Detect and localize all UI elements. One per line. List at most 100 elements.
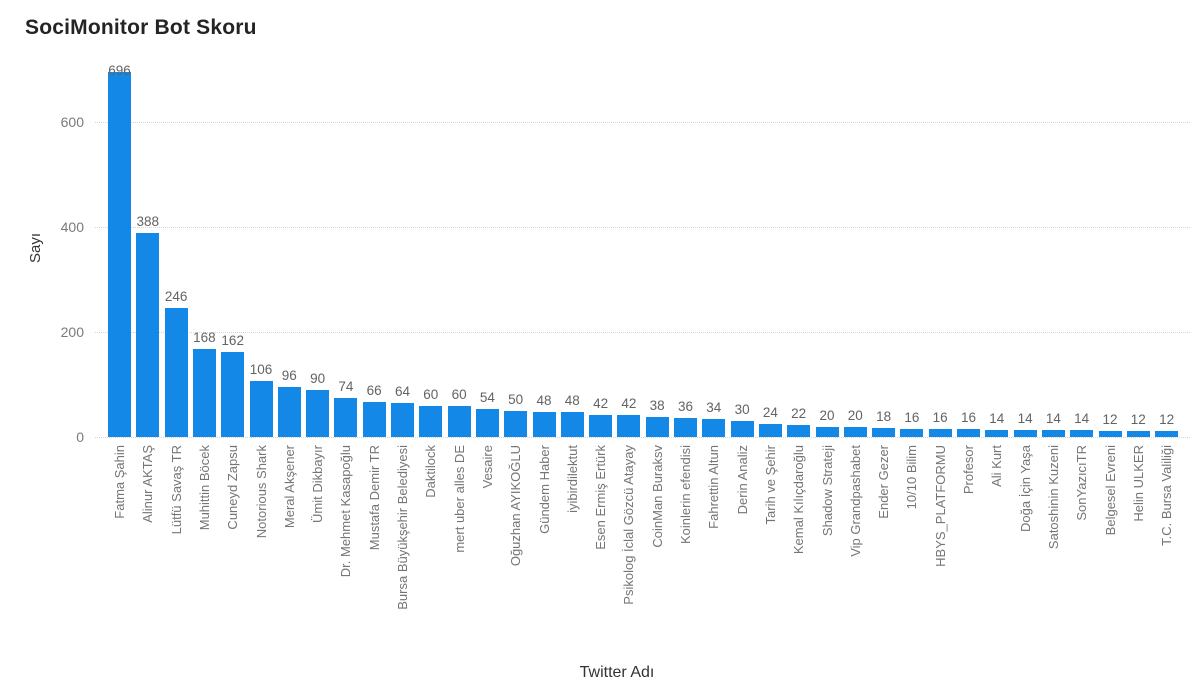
x-category-label[interactable]: Shadow Strateji [819, 445, 835, 537]
bar-value-label: 22 [791, 406, 807, 422]
bar-value-label: 74 [338, 379, 354, 395]
bar-value-label: 16 [932, 409, 948, 425]
x-category-label[interactable]: HBYS_PLATFORMU [932, 445, 948, 567]
bar[interactable] [560, 411, 584, 437]
x-category-label[interactable]: Bursa Büyükşehir Belediyesi [395, 445, 410, 610]
x-category-label[interactable]: iyibirdilektut [564, 445, 580, 513]
x-category-label[interactable]: Satoshinin Kuzeni [1045, 445, 1061, 550]
bar[interactable] [249, 381, 273, 437]
bar-value-label: 12 [1130, 411, 1146, 427]
bar-value-label: 24 [762, 405, 778, 421]
bar[interactable] [504, 410, 528, 437]
bar[interactable] [843, 426, 867, 437]
gridline [95, 332, 1190, 333]
bar[interactable] [674, 418, 697, 437]
x-category-label[interactable]: Mustafa Demir TR [366, 445, 382, 551]
x-category-label[interactable]: Notorious Shark [253, 445, 269, 539]
bar[interactable] [136, 233, 160, 437]
y-tick-label: 200 [60, 324, 84, 340]
bar[interactable] [1098, 430, 1122, 437]
x-category-label[interactable]: mert uber alles DE [451, 445, 467, 553]
x-category-label[interactable]: Vip Grandpashabet [847, 445, 863, 557]
x-category-label[interactable]: Ali Kurt [989, 445, 1005, 487]
x-category-label[interactable]: Oğuzhan AYIKOĞLU [508, 445, 524, 567]
bar[interactable] [957, 428, 980, 437]
bar[interactable] [391, 403, 414, 437]
x-category-label[interactable]: Fahrettin Altun [706, 445, 722, 529]
bar-value-label: 106 [249, 362, 273, 378]
bar[interactable] [362, 402, 386, 437]
bar-value-label: 42 [621, 395, 637, 411]
bar[interactable] [702, 419, 726, 437]
bar-value-label: 162 [221, 332, 244, 348]
bar[interactable] [221, 351, 245, 437]
bar-value-label: 12 [1102, 411, 1118, 427]
bar[interactable] [447, 405, 471, 437]
x-category-label[interactable]: Helin ULKER [1130, 445, 1146, 522]
x-category-label[interactable]: Derin Analiz [734, 445, 750, 515]
gridline [95, 437, 1190, 438]
y-tick-label: 400 [60, 219, 84, 235]
x-category-label[interactable]: Ender Gezer [876, 445, 892, 519]
bar[interactable] [928, 428, 952, 437]
bar[interactable] [1013, 429, 1037, 437]
bar[interactable] [589, 414, 613, 437]
bar[interactable] [645, 417, 669, 437]
x-category-label[interactable]: Tarih ve Şehir [762, 445, 778, 525]
bar-value-label: 48 [564, 392, 580, 408]
x-category-label[interactable]: Profesor [961, 445, 976, 495]
bar[interactable] [277, 386, 301, 437]
bar[interactable] [475, 408, 499, 437]
bar[interactable] [758, 424, 782, 437]
bar-value-label: 54 [479, 389, 495, 405]
x-category-label[interactable]: 10/10 Bilim [904, 445, 920, 510]
bar-value-label: 38 [649, 398, 665, 414]
bar-value-label: 14 [1045, 410, 1061, 426]
x-category-label[interactable]: Lütfü Savaş TR [168, 445, 184, 535]
x-category-label[interactable]: Muhittin Böcek [196, 445, 212, 531]
bar[interactable] [1126, 430, 1150, 437]
x-category-label[interactable]: Dr. Mehmet Kasapoğlu [338, 445, 354, 578]
bar[interactable] [872, 427, 896, 437]
bar[interactable] [532, 411, 556, 437]
bar[interactable] [787, 425, 811, 437]
bar[interactable] [192, 348, 216, 437]
bar[interactable] [419, 405, 443, 437]
x-category-label[interactable]: Psikolog İclal Gözcü Atayay [621, 445, 637, 605]
x-category-label[interactable]: Fatma Şahin [112, 445, 127, 519]
bar[interactable] [815, 426, 839, 437]
bar-value-label: 388 [136, 214, 160, 230]
x-category-label[interactable]: Meral Akşener [281, 445, 297, 529]
x-category-label[interactable]: Vesaire [479, 445, 495, 489]
bar-value-label: 60 [451, 386, 467, 402]
x-category-label[interactable]: Kemal Kılıçdaroğlu [791, 445, 807, 555]
bar[interactable] [306, 389, 330, 437]
bar[interactable] [108, 71, 131, 437]
x-category-label[interactable]: Belgesel Evreni [1102, 445, 1118, 536]
bar[interactable] [164, 307, 188, 437]
bar[interactable] [1155, 430, 1179, 437]
bar-value-label: 20 [819, 407, 835, 423]
bar[interactable] [1041, 429, 1065, 437]
x-category-label[interactable]: Esen Ermiş Ertürk [593, 445, 609, 550]
bar[interactable] [1070, 429, 1094, 437]
x-category-label[interactable]: Alinur AKTAŞ [140, 445, 156, 523]
bar[interactable] [617, 414, 641, 437]
x-category-label[interactable]: Gündem Haber [536, 445, 552, 534]
x-category-label[interactable]: CoinMan Buraksv [649, 445, 665, 548]
x-category-label[interactable]: T.C. Bursa Valiliği [1159, 445, 1175, 546]
x-category-label[interactable]: SonYazıcıTR [1074, 445, 1090, 521]
bar-value-label: 50 [508, 391, 524, 407]
bar[interactable] [334, 398, 358, 437]
bar[interactable] [985, 429, 1009, 437]
x-category-label[interactable]: Daktilock [423, 445, 439, 498]
x-category-label[interactable]: Ümit Dikbayır [310, 445, 326, 524]
bar[interactable] [730, 421, 754, 437]
x-category-label[interactable]: Cuneyd Zapsu [225, 445, 241, 530]
bar-value-label: 48 [536, 392, 552, 408]
x-category-label[interactable]: Koinlerin efendisi [678, 445, 693, 545]
gridline [95, 227, 1190, 228]
bar[interactable] [900, 428, 924, 437]
bar-value-label: 14 [1017, 410, 1033, 426]
x-category-label[interactable]: Doğa İçin Yaşa [1017, 445, 1033, 532]
